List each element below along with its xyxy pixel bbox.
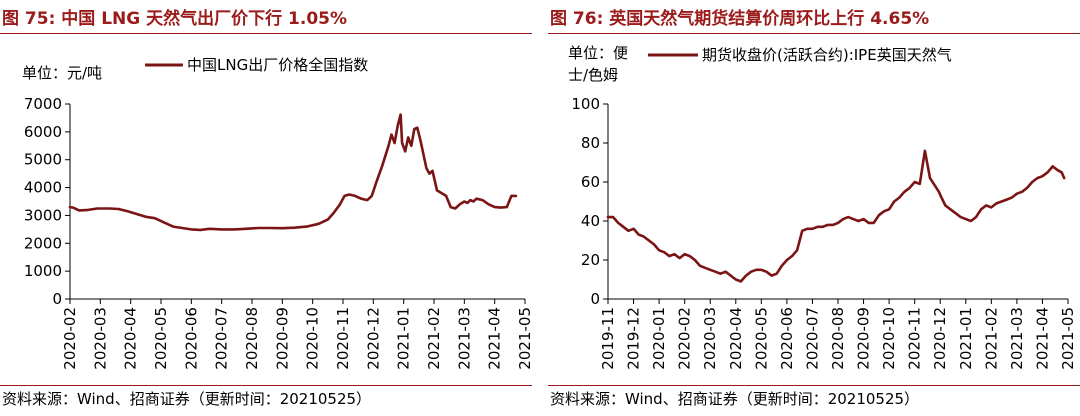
chart-panel-left: 图 75: 中国 LNG 天然气出厂价下行 1.05% 单位：元/吨 中国LNG出…: [0, 0, 532, 416]
y-tick-label: 6000: [24, 123, 62, 141]
source-note: 资料来源：Wind、招商证券（更新时间：20210525）: [550, 390, 920, 408]
line-chart-ipe-gas-futures: 单位：便士/色姆 期货收盘价(活跃合约):IPE英国天然气 0 20 40 60 80 100…: [568, 44, 1077, 370]
y-tick-label: 60: [581, 173, 600, 191]
x-tick-label: 2020-02: [61, 307, 79, 370]
x-tick-label: 2020-12: [364, 307, 382, 370]
x-tick-label: 2020-01: [650, 307, 668, 370]
x-tick-label: 2021-04: [486, 307, 504, 370]
legend-label: 期货收盘价(活跃合约):IPE英国天然气: [702, 46, 952, 64]
x-tick-label: 2020-02: [676, 307, 694, 370]
y-tick-label: 5000: [24, 151, 62, 169]
y-tick-label: 100: [571, 95, 600, 113]
x-tick-label: 2020-07: [213, 307, 231, 370]
x-tick-label: 2021-05: [1059, 307, 1077, 370]
series-line: [606, 149, 1066, 283]
x-tick-label: 2020-05: [152, 307, 170, 370]
x-tick-label: 2020-04: [727, 307, 745, 370]
x-tick-label: 2020-11: [906, 307, 924, 370]
x-tick-label: 2021-03: [1008, 307, 1026, 370]
y-tick-label: 7000: [24, 95, 62, 113]
x-tick-label: 2021-02: [425, 307, 443, 370]
figure-title: 图 76: 英国天然气期货结算价周环比上行 4.65%: [550, 9, 930, 29]
title-divider: [548, 33, 1080, 34]
x-tick-label: 2020-04: [122, 307, 140, 370]
x-tick-label: 2020-08: [829, 307, 847, 370]
x-tick-label: 2020-08: [243, 307, 261, 370]
y-tick-label: 40: [581, 212, 600, 230]
x-tick-label: 2019-11: [599, 307, 617, 370]
y-axis-label: 士/色姆: [568, 66, 618, 84]
x-tick-label: 2020-10: [880, 307, 898, 370]
y-tick-label: 0: [52, 290, 62, 308]
y-tick-label: 20: [581, 251, 600, 269]
x-tick-label: 2021-02: [982, 307, 1000, 370]
series-line: [68, 113, 518, 232]
x-tick-label: 2021-03: [455, 307, 473, 370]
legend-label: 中国LNG出厂价格全国指数: [187, 56, 368, 74]
x-tick-label: 2021-01: [395, 307, 413, 370]
source-divider: [548, 385, 1080, 386]
title-divider: [0, 33, 532, 34]
x-tick-label: 2021-05: [516, 307, 532, 370]
y-tick-label: 3000: [24, 206, 62, 224]
y-axis-label: 单位：元/吨: [22, 64, 102, 82]
x-tick-label: 2020-10: [304, 307, 322, 370]
x-tick-label: 2020-03: [91, 307, 109, 370]
y-axis-label: 单位：便: [568, 44, 628, 62]
y-tick-label: 80: [581, 134, 600, 152]
source-note: 资料来源：Wind、招商证券（更新时间：20210525）: [2, 390, 372, 408]
x-tick-label: 2020-06: [182, 307, 200, 370]
line-chart-lng-price: 单位：元/吨 中国LNG出厂价格全国指数 0 1000 2000 3000 4000 5000…: [22, 56, 532, 370]
x-tick-label: 2020-12: [931, 307, 949, 370]
x-tick-label: 2020-07: [803, 307, 821, 370]
y-tick-label: 0: [590, 290, 600, 308]
x-tick-label: 2021-01: [957, 307, 975, 370]
x-tick-label: 2020-09: [855, 307, 873, 370]
figure-title: 图 75: 中国 LNG 天然气出厂价下行 1.05%: [2, 9, 348, 29]
x-tick-label: 2020-05: [752, 307, 770, 370]
chart-panel-right: 图 76: 英国天然气期货结算价周环比上行 4.65% 单位：便士/色姆 期货收盘…: [548, 0, 1080, 416]
source-divider: [0, 385, 532, 386]
x-tick-label: 2019-12: [625, 307, 643, 370]
x-tick-label: 2021-04: [1033, 307, 1051, 370]
x-tick-label: 2020-11: [334, 307, 352, 370]
x-tick-label: 2020-03: [701, 307, 719, 370]
y-tick-label: 2000: [24, 234, 62, 252]
x-tick-label: 2020-06: [778, 307, 796, 370]
x-tick-label: 2020-09: [273, 307, 291, 370]
y-tick-label: 4000: [24, 179, 62, 197]
y-tick-label: 1000: [24, 262, 62, 280]
